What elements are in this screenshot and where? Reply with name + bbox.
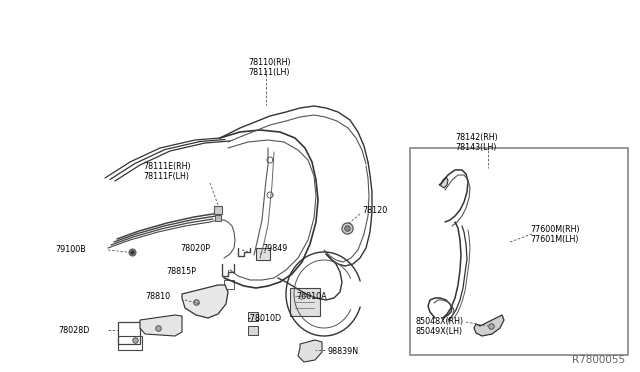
Bar xyxy=(224,280,234,289)
Bar xyxy=(248,326,258,335)
Bar xyxy=(248,312,258,321)
Bar xyxy=(118,336,142,350)
Text: 78020P: 78020P xyxy=(180,244,210,253)
Text: 76010A: 76010A xyxy=(296,292,326,301)
Bar xyxy=(118,322,140,344)
Text: 79849: 79849 xyxy=(262,244,287,253)
Text: R7800055: R7800055 xyxy=(572,355,625,365)
Polygon shape xyxy=(182,285,228,318)
Text: 78120: 78120 xyxy=(362,206,387,215)
Polygon shape xyxy=(474,315,504,336)
Text: 98839N: 98839N xyxy=(328,347,359,356)
Text: 78028D: 78028D xyxy=(58,326,90,335)
Polygon shape xyxy=(298,340,322,362)
Polygon shape xyxy=(439,177,448,188)
Bar xyxy=(410,148,628,355)
Text: 78810: 78810 xyxy=(145,292,170,301)
Text: 78142(RH)
78143(LH): 78142(RH) 78143(LH) xyxy=(455,133,498,153)
Text: 85048X(RH)
85049X(LH): 85048X(RH) 85049X(LH) xyxy=(416,317,464,336)
Text: -78010D: -78010D xyxy=(248,314,282,323)
Text: 78815P: 78815P xyxy=(166,267,196,276)
Polygon shape xyxy=(140,315,182,336)
Bar xyxy=(256,248,270,260)
Text: 78111E(RH)
78111F(LH): 78111E(RH) 78111F(LH) xyxy=(143,162,191,182)
Bar xyxy=(290,288,320,316)
Text: 78110(RH)
78111(LH): 78110(RH) 78111(LH) xyxy=(248,58,291,77)
Text: 77600M(RH)
77601M(LH): 77600M(RH) 77601M(LH) xyxy=(530,225,580,244)
Text: 79100B: 79100B xyxy=(55,245,86,254)
